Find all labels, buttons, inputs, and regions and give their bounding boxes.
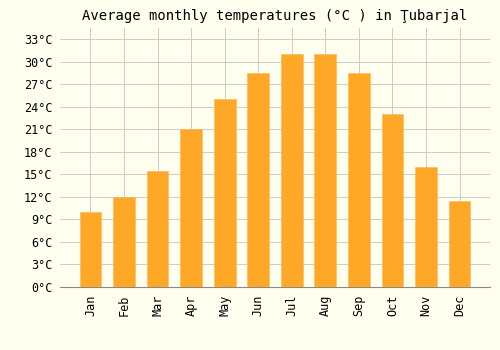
Bar [180,130,202,287]
Bar [382,114,404,287]
Title: Average monthly temperatures (°C ) in Ţubarjal: Average monthly temperatures (°C ) in Ţu… [82,9,468,23]
Bar [214,99,236,287]
Bar [314,54,336,287]
Bar [281,54,302,287]
Bar [448,201,470,287]
Bar [248,73,269,287]
Bar [348,73,370,287]
Bar [146,171,169,287]
Bar [415,167,437,287]
Bar [113,197,135,287]
Bar [80,212,102,287]
